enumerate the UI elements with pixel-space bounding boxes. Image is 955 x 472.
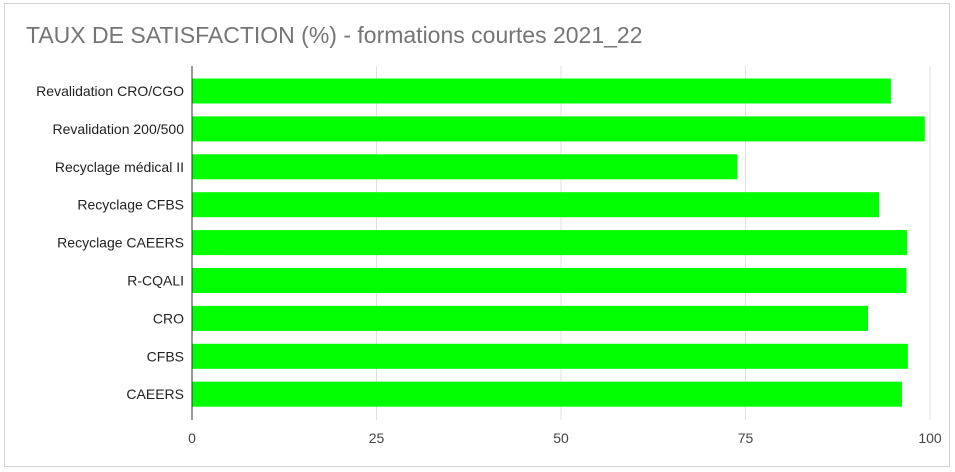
- x-tick-label: 100: [918, 430, 942, 446]
- x-tick-label: 0: [188, 430, 196, 446]
- category-label: Recyclage CFBS: [77, 197, 184, 213]
- bar: [192, 343, 908, 369]
- bar: [192, 192, 880, 218]
- x-tick-label: 50: [553, 430, 569, 446]
- category-label: CAEERS: [126, 386, 184, 402]
- category-label: CRO: [153, 310, 184, 326]
- category-label: Recyclage CAEERS: [57, 235, 184, 251]
- bar: [192, 78, 891, 104]
- bar: [192, 305, 869, 331]
- bar: [192, 381, 902, 407]
- category-label: Recyclage médical II: [55, 159, 184, 175]
- category-label: Revalidation CRO/CGO: [36, 83, 184, 99]
- category-label: Revalidation 200/500: [52, 121, 184, 137]
- x-tick-label: 25: [369, 430, 385, 446]
- bar: [192, 116, 925, 142]
- x-tick-label: 75: [738, 430, 754, 446]
- chart-title: TAUX DE SATISFACTION (%) - formations co…: [26, 22, 643, 48]
- bar: [192, 230, 908, 256]
- bar: [192, 268, 907, 293]
- category-label: CFBS: [147, 348, 184, 364]
- category-label: R-CQALI: [127, 273, 184, 289]
- bar: [192, 154, 738, 180]
